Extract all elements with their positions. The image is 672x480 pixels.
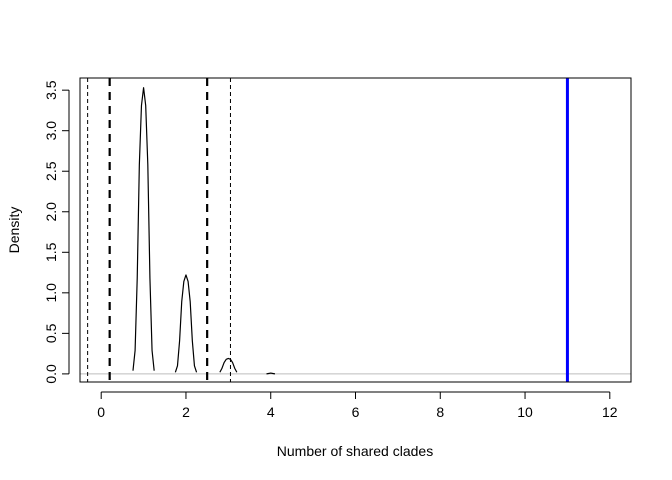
- x-tick-label-1: 2: [182, 404, 190, 420]
- y-tick-label-0: 0.0: [43, 364, 59, 384]
- plot-layer: [80, 78, 631, 382]
- density-peak-0-2: [219, 357, 238, 373]
- density-peak-0-0: [132, 87, 155, 371]
- y-tick-label-5: 2.5: [43, 161, 59, 181]
- plot-frame: [79, 77, 632, 383]
- density-peak-0-3: [266, 372, 276, 375]
- density-peak-0-1: [174, 274, 198, 373]
- y-tick-label-6: 3.0: [43, 121, 59, 141]
- y-tick-label-3: 1.5: [43, 242, 59, 262]
- y-tick-label-4: 2.0: [43, 202, 59, 222]
- y-axis-title: Density: [6, 207, 22, 254]
- x-tick-label-0: 0: [97, 404, 105, 420]
- x-axis-title: Number of shared clades: [277, 443, 433, 459]
- x-axis: 0 2 4 6 8 10 12: [97, 391, 618, 420]
- y-axis: 0.0 0.5 1.0 1.5 2.0 2.5 3.0 3.5: [43, 80, 70, 384]
- x-tick-label-2: 4: [267, 404, 275, 420]
- x-tick-label-5: 10: [517, 404, 533, 420]
- y-tick-label-2: 1.0: [43, 283, 59, 303]
- x-tick-label-4: 8: [436, 404, 444, 420]
- x-tick-label-6: 12: [602, 404, 618, 420]
- x-tick-label-3: 6: [352, 404, 360, 420]
- y-tick-label-1: 0.5: [43, 323, 59, 343]
- y-tick-label-7: 3.5: [43, 80, 59, 100]
